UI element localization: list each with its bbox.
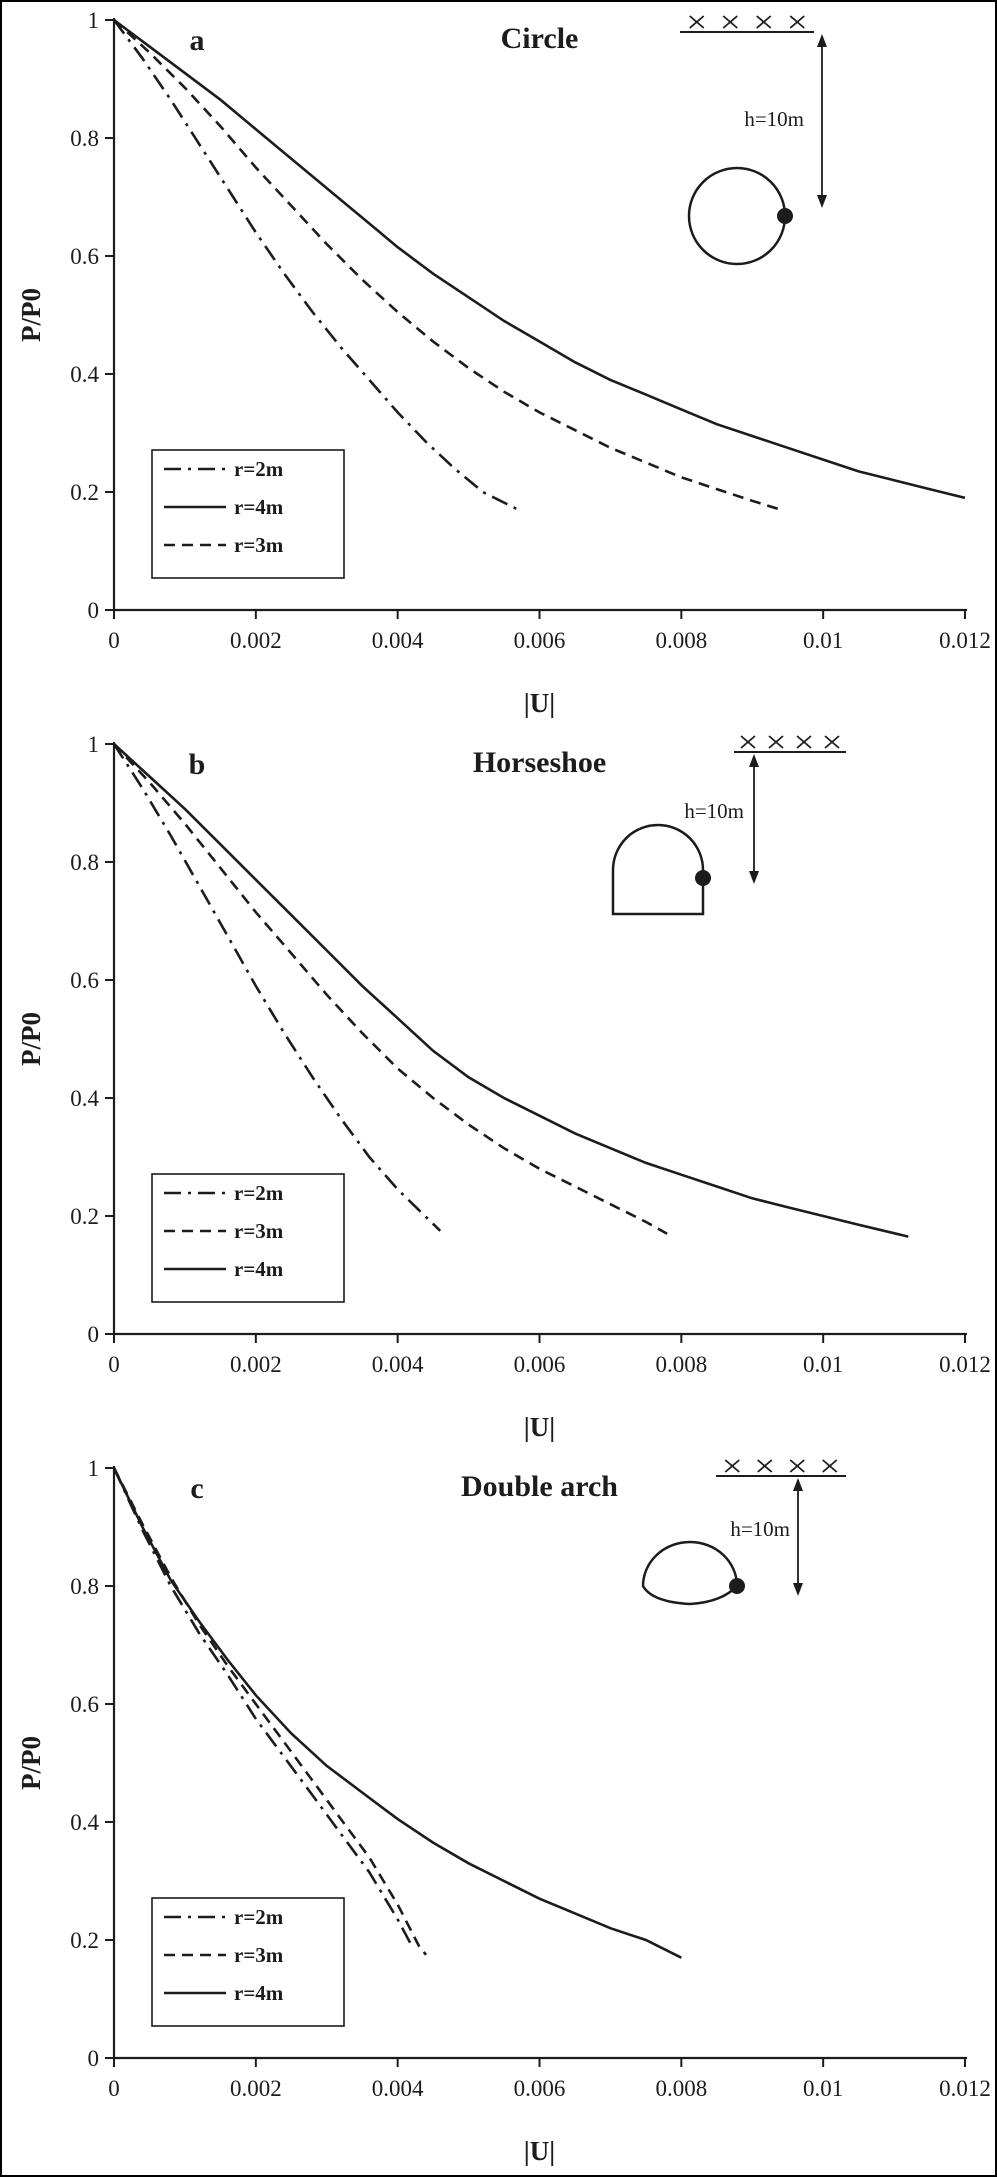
arrowhead-down-icon (793, 1583, 803, 1596)
chart-title: Circle (501, 22, 579, 55)
x-tick-label: 0.008 (655, 1352, 707, 1377)
x-tick-label: 0.004 (372, 1352, 424, 1377)
y-axis-label: P/P0 (16, 1736, 46, 1790)
legend-label: r=4m (234, 1981, 284, 2005)
y-tick-label: 0.4 (70, 1086, 99, 1111)
measurement-point-dot (729, 1578, 745, 1594)
x-tick-label: 0.002 (230, 1352, 282, 1377)
y-tick-label: 0.4 (70, 362, 99, 387)
y-tick-label: 0.2 (70, 480, 99, 505)
legend-box (151, 449, 345, 579)
y-tick-label: 0.6 (70, 968, 99, 993)
arrowhead-up-icon (793, 1478, 803, 1491)
x-axis-label: |U| (524, 1412, 555, 1442)
y-tick-label: 0 (88, 2046, 100, 2071)
series-line-r=4m (112, 1467, 682, 1959)
arrowhead-down-icon (749, 871, 759, 884)
x-tick-label: 0.004 (372, 628, 424, 653)
series-line-r=3m (113, 743, 668, 1235)
x-tick-label: 0.01 (803, 2076, 843, 2101)
x-tick-label: 0.008 (655, 628, 707, 653)
y-tick-label: 0 (88, 1322, 100, 1347)
double-arch-tunnel-icon: h=10m (641, 1459, 846, 1606)
chart-b-canvas: 0 0.002 0.004 0.006 0.008 0.01 0.012 0 0.2 0.4 0.6… (16, 732, 991, 1442)
x-tick-label: 0.012 (939, 1352, 991, 1377)
y-tick-label: 1 (88, 8, 100, 33)
x-axis-label: |U| (524, 688, 555, 718)
panel-b: 0 0.002 0.004 0.006 0.008 0.01 0.012 0 0.2 0.4 0.6… (2, 726, 995, 1450)
horseshoe-tunnel-icon (611, 823, 705, 916)
circle-tunnel-icon (687, 166, 787, 266)
panel-a: 0 0.002 0.004 0.006 0.008 0.01 0.012 0 0.2 0.4 0.6… (2, 2, 995, 726)
chart-c-canvas: 0 0.002 0.004 0.006 0.008 0.01 0.012 0 0.2 0.4 0.6… (16, 1456, 991, 2166)
arrowhead-down-icon (817, 195, 827, 208)
legend-label: r=3m (234, 1219, 284, 1243)
x-tick-label: 0.002 (230, 2076, 282, 2101)
series-line-r=2m (112, 1467, 413, 1947)
x-tick-label: 0.002 (230, 628, 282, 653)
legend-label: r=2m (234, 1181, 284, 1205)
y-tick-label: 1 (88, 732, 100, 757)
y-tick-label: 1 (88, 1456, 100, 1481)
x-tick-label: 0.008 (655, 2076, 707, 2101)
x-tick-label: 0.006 (514, 2076, 566, 2101)
series-line-r=4m (113, 18, 966, 500)
panel-c: 0 0.002 0.004 0.006 0.008 0.01 0.012 0 0.2 0.4 0.6… (2, 1450, 995, 2174)
measurement-point-dot (777, 208, 793, 224)
y-tick-label: 0.4 (70, 1810, 99, 1835)
legend-label: r=2m (234, 457, 284, 481)
arrowhead-up-icon (749, 754, 759, 767)
double-arch-tunnel-icon (641, 1540, 739, 1606)
chart-title: Double arch (461, 1470, 618, 1503)
y-tick-label: 0.8 (70, 126, 99, 151)
x-tick-label: 0 (108, 1352, 120, 1377)
y-axis-label: P/P0 (16, 1012, 46, 1066)
depth-label: h=10m (730, 1517, 790, 1541)
chart-a-canvas: 0 0.002 0.004 0.006 0.008 0.01 0.012 0 0.2 0.4 0.6… (16, 8, 991, 718)
x-tick-label: 0.006 (514, 628, 566, 653)
y-tick-label: 0.8 (70, 850, 99, 875)
legend-label: r=4m (234, 1257, 284, 1281)
panel-letter: b (189, 748, 206, 781)
y-tick-label: 0.2 (70, 1928, 99, 1953)
y-axis-label: P/P0 (16, 288, 46, 342)
x-tick-label: 0.01 (803, 628, 843, 653)
x-tick-label: 0 (108, 628, 120, 653)
legend-box (151, 1897, 345, 2027)
legend-label: r=3m (234, 1943, 284, 1967)
legend-label: r=3m (234, 533, 284, 557)
x-tick-label: 0 (108, 2076, 120, 2101)
circle-tunnel-icon: h=10m (680, 15, 827, 266)
y-tick-label: 0.6 (70, 1692, 99, 1717)
legend-label: r=4m (234, 495, 284, 519)
x-tick-label: 0.012 (939, 2076, 991, 2101)
series-line-r=2m (112, 743, 442, 1232)
series-line-r=2m (112, 19, 519, 511)
x-tick-label: 0.006 (514, 1352, 566, 1377)
legend-box (151, 1173, 345, 1303)
panel-letter: c (190, 1472, 203, 1505)
arrowhead-up-icon (817, 34, 827, 47)
series-line-r=4m (113, 743, 909, 1238)
y-tick-label: 0.2 (70, 1204, 99, 1229)
x-tick-label: 0.004 (372, 2076, 424, 2101)
legend-label: r=2m (234, 1905, 284, 1929)
x-axis-label: |U| (524, 2136, 555, 2166)
series-line-r=3m (113, 19, 781, 511)
horseshoe-tunnel-icon: h=10m (611, 735, 846, 916)
x-tick-label: 0.012 (939, 628, 991, 653)
depth-label: h=10m (744, 107, 804, 131)
y-tick-label: 0.6 (70, 244, 99, 269)
x-tick-label: 0.01 (803, 1352, 843, 1377)
panel-letter: a (190, 24, 205, 57)
y-tick-label: 0 (88, 598, 100, 623)
chart-title: Horseshoe (473, 746, 606, 779)
measurement-point-dot (695, 870, 711, 886)
y-tick-label: 0.8 (70, 1574, 99, 1599)
depth-label: h=10m (684, 799, 744, 823)
